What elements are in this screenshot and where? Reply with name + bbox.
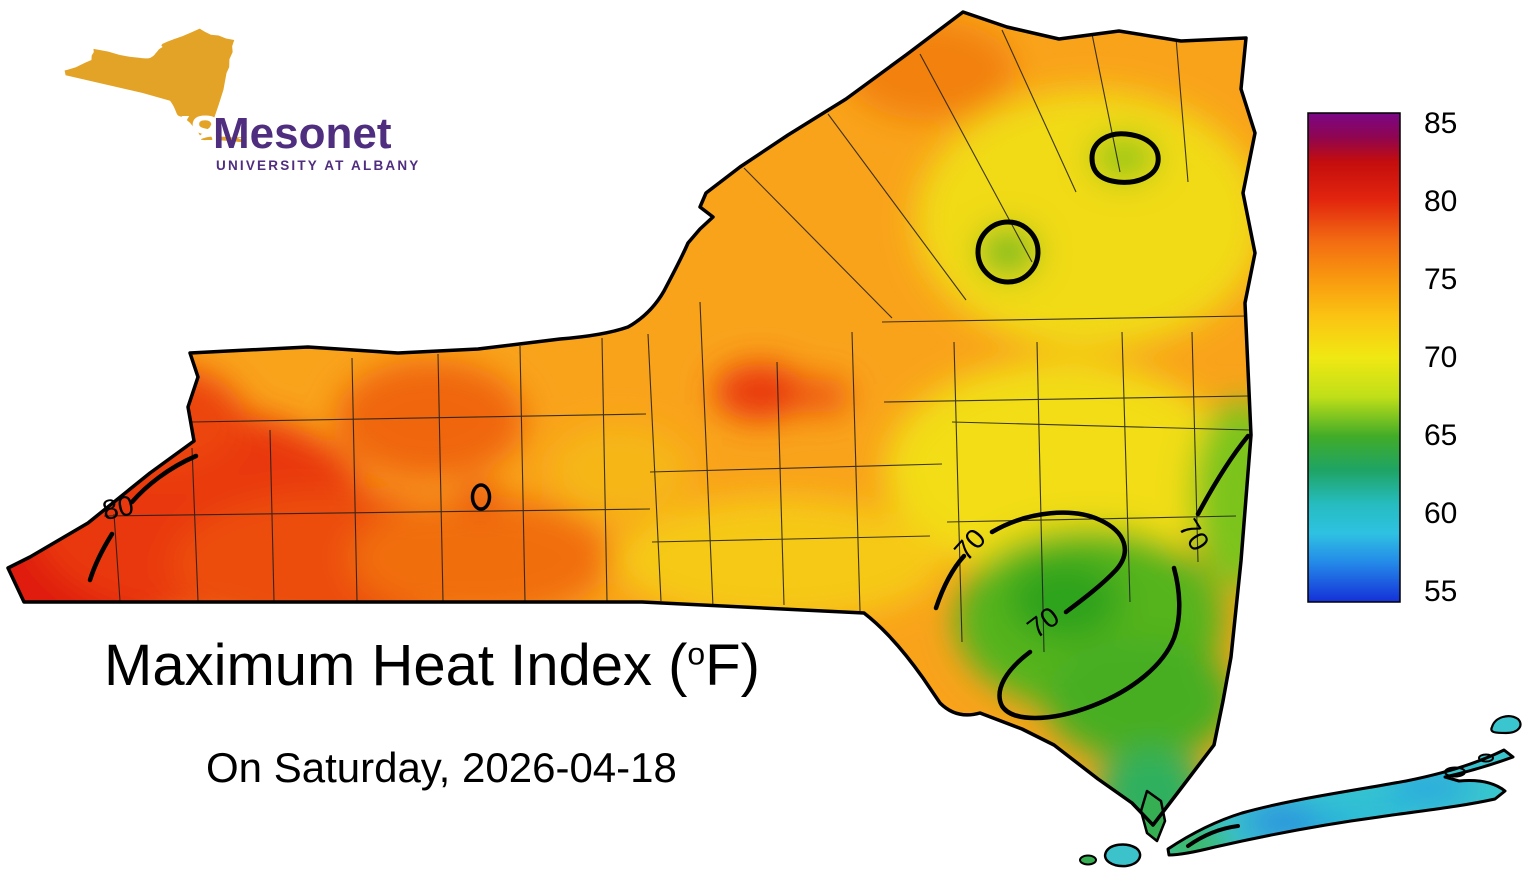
contour-line-70-a bbox=[933, 553, 967, 611]
county-borders bbox=[103, 29, 1251, 653]
colorbar-tick-65: 65 bbox=[1424, 419, 1457, 452]
map-title: Maximum Heat Index (oF) bbox=[104, 633, 760, 698]
contour-loop-adirondack-2 bbox=[1089, 131, 1161, 185]
contour-line-70-b bbox=[989, 510, 1127, 615]
logo-mesonet-text: Mesonet bbox=[213, 109, 392, 158]
contour-label-80: 80 bbox=[100, 489, 137, 526]
logo-nys-text: NYS bbox=[126, 106, 221, 158]
staten-island-shape bbox=[1103, 843, 1142, 868]
map-subtitle: On Saturday, 2026-04-18 bbox=[206, 744, 677, 791]
colorbar-tick-75: 75 bbox=[1424, 263, 1457, 296]
contour-line-long-island bbox=[1186, 824, 1240, 848]
west-islet bbox=[1079, 854, 1097, 866]
colorbar-tick-55: 55 bbox=[1424, 575, 1457, 608]
contour-line-80-b bbox=[87, 531, 115, 583]
logo-university-text: UNIVERSITY AT ALBANY bbox=[216, 158, 421, 173]
contour-line-70-d bbox=[1195, 433, 1251, 517]
colorbar-tick-80: 80 bbox=[1424, 185, 1457, 218]
colorbar-tick-85: 85 bbox=[1424, 107, 1457, 140]
contour-lines bbox=[87, 131, 1251, 848]
colorbar-tick-60: 60 bbox=[1424, 497, 1457, 530]
contour-line-80-a bbox=[129, 453, 199, 505]
contour-line-70-c bbox=[997, 565, 1182, 721]
colorbar-gradient bbox=[1307, 112, 1401, 603]
degree-symbol: o bbox=[687, 635, 706, 672]
nys-mesonet-logo: NYS Mesonet UNIVERSITY AT ALBANY bbox=[57, 1, 421, 173]
contour-loop-adirondack-1 bbox=[975, 219, 1041, 285]
colorbar-tick-70: 70 bbox=[1424, 341, 1457, 374]
contour-loop-small bbox=[470, 483, 492, 511]
northeast-islet bbox=[1490, 715, 1522, 735]
colorbar: 85 80 75 70 65 60 55 bbox=[1307, 107, 1457, 608]
